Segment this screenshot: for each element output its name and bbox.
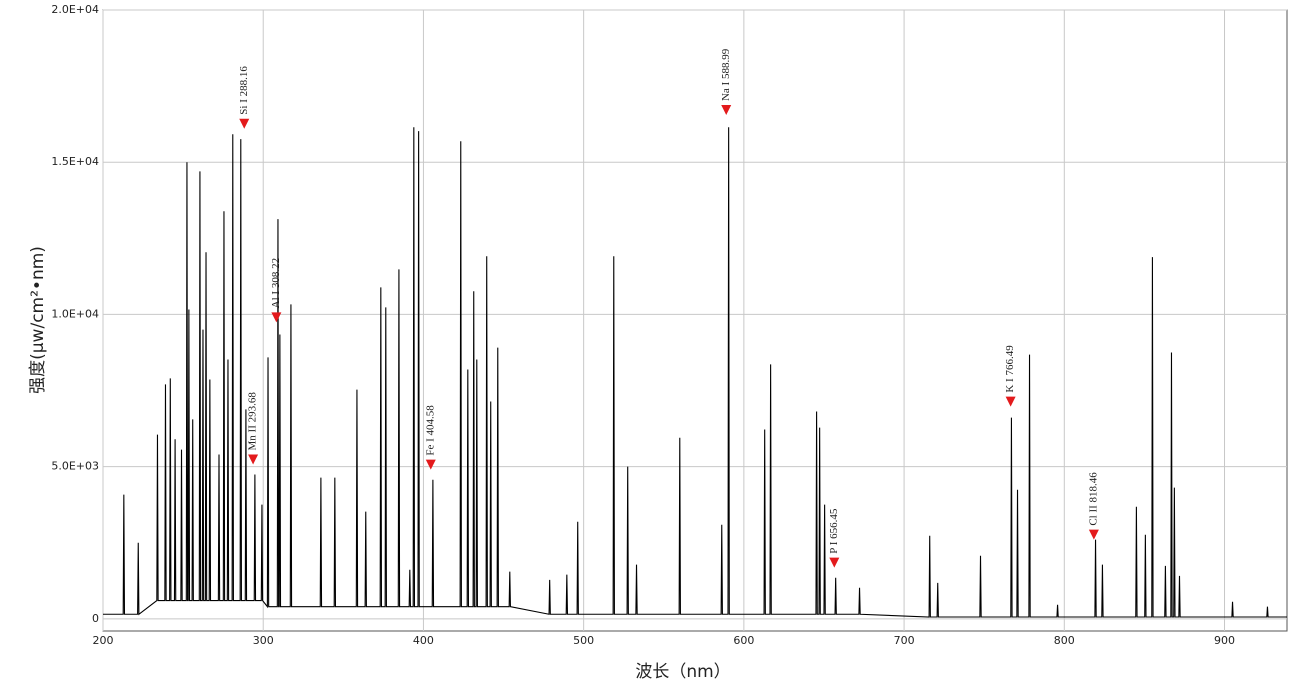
peak-label: K I 766.49 xyxy=(1004,345,1016,393)
peak-marker xyxy=(1088,529,1099,540)
spectrum-line xyxy=(103,127,1287,618)
x-tick-label: 600 xyxy=(733,634,754,647)
peak-marker xyxy=(271,312,282,323)
peak-label: Cl II 818.46 xyxy=(1087,472,1099,526)
peak-label: Mn II 293.68 xyxy=(247,392,259,451)
x-tick-label: 500 xyxy=(573,634,594,647)
y-tick-label: 0 xyxy=(92,612,99,625)
y-tick-label: 2.0E+04 xyxy=(51,3,99,16)
x-tick-label: 700 xyxy=(894,634,915,647)
peak-marker xyxy=(721,105,732,116)
peak-label: Na I 588.99 xyxy=(720,48,732,101)
x-tick-label: 400 xyxy=(413,634,434,647)
peak-marker xyxy=(425,459,436,470)
y-tick-label: 1.5E+04 xyxy=(51,155,99,168)
peak-marker xyxy=(1005,396,1016,407)
x-tick-label: 800 xyxy=(1054,634,1075,647)
peak-label: Si I 288.16 xyxy=(238,66,250,115)
x-tick-label: 200 xyxy=(93,634,114,647)
x-tick-label: 900 xyxy=(1214,634,1235,647)
plot-area xyxy=(102,9,1288,632)
y-tick-label: 5.0E+03 xyxy=(51,460,99,473)
y-tick-label: 1.0E+04 xyxy=(51,307,99,320)
peak-label: Al I 308.22 xyxy=(270,258,282,308)
peak-label: P I 656.45 xyxy=(828,508,840,554)
y-axis-title: 强度(μw/cm²•nm) xyxy=(28,246,48,394)
x-axis-title: 波长（nm） xyxy=(635,662,730,682)
peak-label: Fe I 404.58 xyxy=(424,405,436,456)
peak-marker xyxy=(239,118,250,129)
peak-marker xyxy=(829,557,840,568)
peak-marker xyxy=(248,454,259,465)
x-tick-label: 300 xyxy=(253,634,274,647)
